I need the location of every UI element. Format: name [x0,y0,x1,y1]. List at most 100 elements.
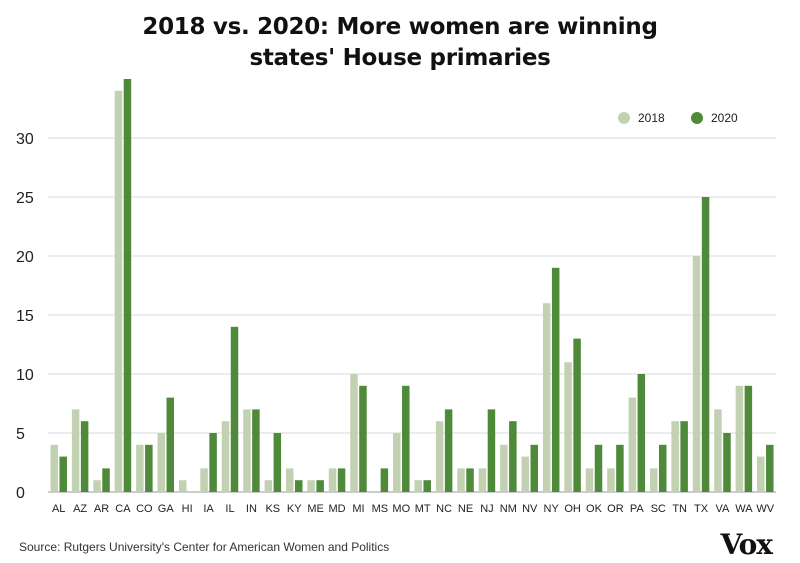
bar-2018-PA [628,397,637,492]
x-tick-label: HI [182,503,193,515]
legend: 2018 2020 [618,111,738,125]
bar-2018-VA [714,409,722,492]
x-tick-label: OR [607,503,624,515]
x-tick-label: NM [500,503,517,515]
bar-2020-NV [530,444,539,492]
bar-2020-AL [59,456,67,492]
bar-2018-OH [564,362,572,492]
gridlines [48,137,776,493]
x-tick-label: PA [630,503,645,515]
bar-2020-MT [423,480,431,492]
x-tick-label: MD [329,503,346,515]
y-tick-label: 10 [16,367,34,384]
chart-title-line-2: states' House primaries [249,45,551,71]
bar-2018-KS [264,480,273,492]
bar-2018-MT [414,480,422,492]
bars [50,79,774,493]
x-tick-label: WA [735,503,753,515]
y-tick-label: 5 [16,426,25,443]
x-tick-label: SC [651,503,666,515]
bar-2020-WA [744,385,753,492]
bar-2018-AZ [71,409,80,492]
bar-2018-AR [93,480,101,492]
bar-2018-TX [692,256,701,492]
bar-2018-MO [393,433,401,492]
bar-2018-KY [285,468,294,492]
bar-2018-OK [585,468,594,492]
bar-2018-ME [307,480,315,492]
bar-2020-IN [252,409,260,492]
bar-2018-NY [542,303,551,492]
bar-2020-NE [466,468,474,492]
x-tick-label: CO [136,503,153,515]
x-tick-label: NJ [480,503,493,515]
bar-2020-PA [637,374,646,492]
x-tick-label: IA [203,503,214,515]
bar-2020-MO [402,385,410,492]
x-tick-label: MS [372,503,389,515]
bar-2018-WA [735,385,744,492]
x-tick-label: MO [392,503,410,515]
y-tick-label: 0 [16,485,25,502]
bar-2020-GA [166,397,175,492]
bar-2020-AR [102,468,110,492]
bar-2020-KS [273,433,282,492]
source-note: Source: Rutgers University's Center for … [19,540,390,554]
bar-2018-CA [114,90,123,493]
bar-2020-CO [145,444,153,492]
bar-2020-IA [209,433,217,492]
x-tick-label: GA [158,503,175,515]
chart-title-line-1: 2018 vs. 2020: More women are winning [142,14,658,40]
x-tick-label: OK [586,503,603,515]
x-tick-label: AL [52,503,65,515]
bar-2018-OR [607,468,615,492]
bar-2018-NV [521,456,530,492]
bar-2020-SC [658,444,667,492]
x-tick-label: KS [265,503,280,515]
x-tick-label: AZ [73,503,87,515]
x-tick-label: WV [756,503,774,515]
bar-2018-GA [157,433,166,492]
bar-2020-TX [701,197,710,492]
bar-2018-MD [328,468,337,492]
x-tick-label: OH [564,503,581,515]
x-tick-label: CA [115,503,131,515]
bar-2020-OK [594,444,603,492]
x-tick-label: AR [94,503,109,515]
bar-2018-WV [757,456,765,492]
bar-2018-IN [243,409,251,492]
x-tick-label: ME [307,503,324,515]
bar-2020-OH [573,338,581,492]
legend-label: 2020 [711,111,738,125]
bar-2018-IA [200,468,208,492]
bar-2020-TN [680,421,688,492]
bar-2018-CO [136,444,144,492]
legend-label: 2018 [638,111,665,125]
y-tick-label: 25 [16,190,34,207]
bar-2018-IL [221,421,230,492]
x-tick-label: NC [436,503,452,515]
bar-2020-MS [380,468,389,492]
x-tick-label: MT [415,503,431,515]
bar-2018-NE [457,468,465,492]
legend-swatch-2018 [618,112,630,124]
vox-logo: Vox [720,528,773,561]
bar-2020-NC [444,409,453,492]
bar-2020-KY [294,480,303,492]
bar-2020-WV [766,444,774,492]
bar-2020-CA [123,79,132,492]
x-tick-label: NE [458,503,473,515]
x-tick-label: IN [246,503,257,515]
bar-2018-MI [350,374,358,492]
bar-2018-NC [435,421,444,492]
bar-2020-MD [337,468,346,492]
y-axis-ticks: 0 5 10 15 20 25 30 [16,131,34,502]
y-tick-label: 20 [16,249,34,266]
bar-chart: 0 5 10 15 20 25 30 AL AZ AR CA CO GA HI IA IL IN KS KY ME M… [16,79,776,515]
x-tick-label: VA [716,503,731,515]
x-tick-label: NY [544,503,560,515]
x-tick-label: IL [225,503,234,515]
x-tick-label: NV [522,503,538,515]
bar-2020-OR [616,444,624,492]
x-axis-ticks: AL AZ AR CA CO GA HI IA IL IN KS KY ME MD MI MS MO MT NC NE… [52,503,775,515]
